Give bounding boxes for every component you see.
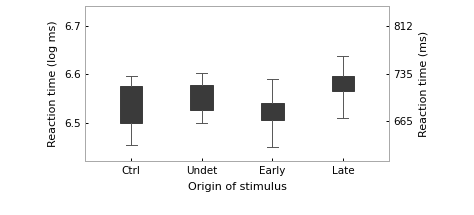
Y-axis label: Reaction time (log ms): Reaction time (log ms)	[48, 21, 58, 147]
PathPatch shape	[120, 86, 143, 123]
PathPatch shape	[191, 85, 213, 111]
PathPatch shape	[261, 103, 283, 120]
X-axis label: Origin of stimulus: Origin of stimulus	[188, 182, 286, 192]
PathPatch shape	[331, 76, 354, 91]
Y-axis label: Reaction time (ms): Reaction time (ms)	[419, 31, 429, 137]
